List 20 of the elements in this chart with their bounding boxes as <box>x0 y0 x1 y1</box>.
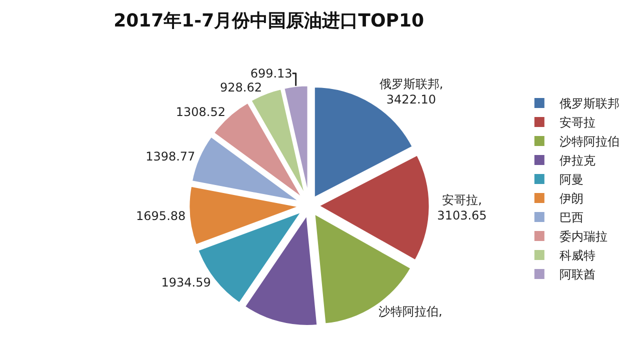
legend-label: 安哥拉 <box>559 116 596 130</box>
data-label: 俄罗斯联邦, 3422.10 <box>379 77 444 107</box>
data-label: 1398.77 <box>146 150 196 164</box>
legend-label: 阿联酋 <box>559 268 596 282</box>
legend-label: 俄罗斯联邦 <box>559 96 620 111</box>
legend-label: 沙特阿拉伯 <box>559 134 620 149</box>
legend-label: 巴西 <box>559 210 584 225</box>
data-label: 928.62 <box>220 80 262 94</box>
legend-label: 委内瑞拉 <box>559 230 608 244</box>
data-label: 699.13 <box>250 66 292 80</box>
data-label: 1695.88 <box>136 208 186 223</box>
legend-label: 科威特 <box>559 248 596 263</box>
data-label: 安哥拉, 3103.65 <box>437 193 487 223</box>
data-label: 沙特阿拉伯, <box>378 304 442 319</box>
data-label: 1934.59 <box>161 276 211 290</box>
chart-title: 2017年1-7月份中国原油进口TOP10 <box>114 10 424 32</box>
legend-label: 伊拉克 <box>559 154 596 168</box>
legend-label: 伊朗 <box>559 192 584 206</box>
data-label: 1308.52 <box>176 104 226 119</box>
legend-label: 阿曼 <box>559 172 584 187</box>
